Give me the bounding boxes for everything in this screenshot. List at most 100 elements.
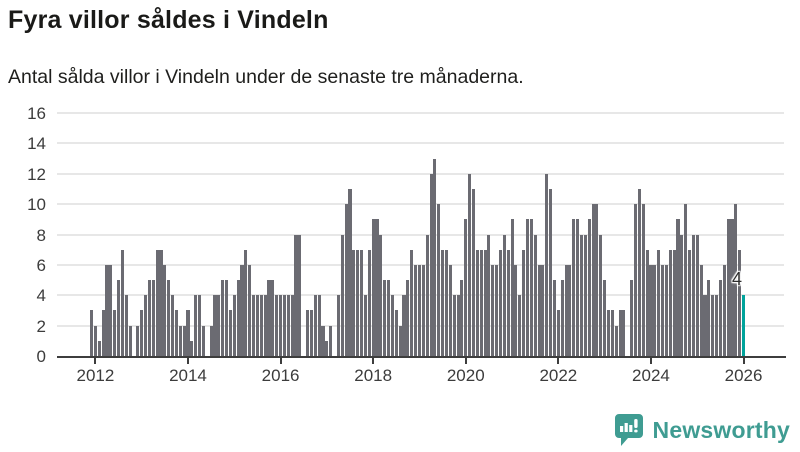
bar bbox=[537, 264, 541, 356]
bar bbox=[668, 249, 672, 356]
gridline-y10 bbox=[57, 203, 784, 206]
bar bbox=[495, 264, 499, 356]
bar bbox=[379, 234, 383, 356]
bar bbox=[286, 295, 290, 356]
bar bbox=[529, 219, 533, 356]
bar bbox=[498, 249, 503, 356]
bar bbox=[213, 295, 217, 356]
bar bbox=[356, 249, 360, 356]
bar bbox=[398, 325, 402, 356]
bar bbox=[464, 219, 468, 356]
bar bbox=[614, 325, 618, 356]
bar bbox=[549, 188, 553, 356]
bar bbox=[101, 310, 105, 356]
bar bbox=[722, 264, 726, 356]
bar bbox=[194, 295, 198, 356]
highlight-value-label: 4 bbox=[732, 269, 743, 290]
bar bbox=[595, 204, 599, 356]
bar bbox=[687, 249, 692, 356]
bar bbox=[456, 295, 460, 356]
bar bbox=[248, 264, 252, 356]
y-axis-label: 2 bbox=[36, 316, 46, 336]
bar bbox=[232, 295, 236, 356]
bar bbox=[252, 295, 256, 356]
bar bbox=[90, 310, 94, 356]
bar bbox=[541, 264, 545, 356]
bar bbox=[645, 249, 649, 356]
gridline-y8 bbox=[57, 233, 784, 236]
bar bbox=[186, 310, 190, 356]
bar bbox=[171, 295, 175, 356]
bar bbox=[552, 280, 557, 356]
bar bbox=[560, 280, 564, 356]
bar bbox=[402, 295, 406, 356]
bar bbox=[603, 280, 607, 356]
bar bbox=[275, 295, 279, 356]
bar bbox=[190, 340, 194, 356]
x-axis-label-2016: 2016 bbox=[261, 366, 300, 385]
bar bbox=[533, 234, 537, 356]
gridline-y16 bbox=[57, 112, 784, 114]
bar bbox=[417, 264, 422, 356]
bar bbox=[124, 295, 128, 356]
bar bbox=[209, 325, 213, 356]
bar bbox=[147, 280, 151, 356]
bar bbox=[336, 295, 340, 356]
bar bbox=[348, 188, 352, 356]
bar bbox=[128, 325, 132, 356]
bar bbox=[317, 295, 321, 356]
bar bbox=[313, 295, 317, 356]
x-axis-tick-2026 bbox=[742, 358, 745, 364]
bar bbox=[483, 249, 487, 356]
bar bbox=[109, 264, 113, 356]
bar bbox=[468, 173, 472, 356]
bar bbox=[568, 264, 572, 356]
bar bbox=[618, 310, 622, 356]
x-axis-label-2018: 2018 bbox=[354, 366, 393, 385]
bar bbox=[425, 234, 429, 356]
bar bbox=[225, 280, 229, 356]
bar bbox=[583, 234, 587, 356]
bar bbox=[93, 325, 97, 356]
bar bbox=[587, 219, 591, 356]
bar bbox=[371, 219, 375, 356]
bar bbox=[267, 280, 271, 356]
x-axis-label-2024: 2024 bbox=[632, 366, 670, 385]
bar bbox=[279, 295, 283, 356]
bar bbox=[306, 310, 310, 356]
bar bbox=[622, 310, 626, 356]
chart-subtitle: Antal sålda villor i Vindeln under de se… bbox=[8, 66, 524, 88]
x-axis-tick-2024 bbox=[649, 358, 652, 364]
bar bbox=[178, 325, 182, 356]
gridline-y14 bbox=[57, 142, 784, 145]
bar bbox=[479, 249, 483, 356]
bar bbox=[113, 310, 117, 356]
bar bbox=[510, 219, 514, 356]
bar bbox=[491, 264, 495, 356]
y-axis-label: 6 bbox=[36, 255, 46, 275]
bar bbox=[406, 280, 410, 356]
x-axis-tick-2014 bbox=[186, 358, 189, 364]
bar bbox=[599, 234, 603, 356]
bar bbox=[441, 249, 445, 356]
bar bbox=[271, 280, 275, 356]
x-axis-tick-2012 bbox=[94, 358, 97, 364]
bar bbox=[117, 280, 121, 356]
bar bbox=[714, 295, 719, 356]
bar bbox=[217, 295, 221, 356]
bar bbox=[120, 249, 124, 356]
bar bbox=[660, 264, 665, 356]
bar bbox=[579, 234, 584, 356]
bar bbox=[309, 310, 313, 356]
bar bbox=[437, 204, 441, 356]
bar bbox=[726, 219, 730, 356]
newsworthy-wordmark: Newsworthy bbox=[652, 416, 790, 443]
bar bbox=[657, 249, 661, 356]
y-axis-label: 12 bbox=[27, 164, 46, 184]
bar bbox=[167, 280, 171, 356]
bar bbox=[525, 219, 530, 356]
newsworthy-logo[interactable]: Newsworthy bbox=[614, 412, 790, 448]
bar bbox=[429, 173, 433, 356]
bar bbox=[140, 310, 144, 356]
